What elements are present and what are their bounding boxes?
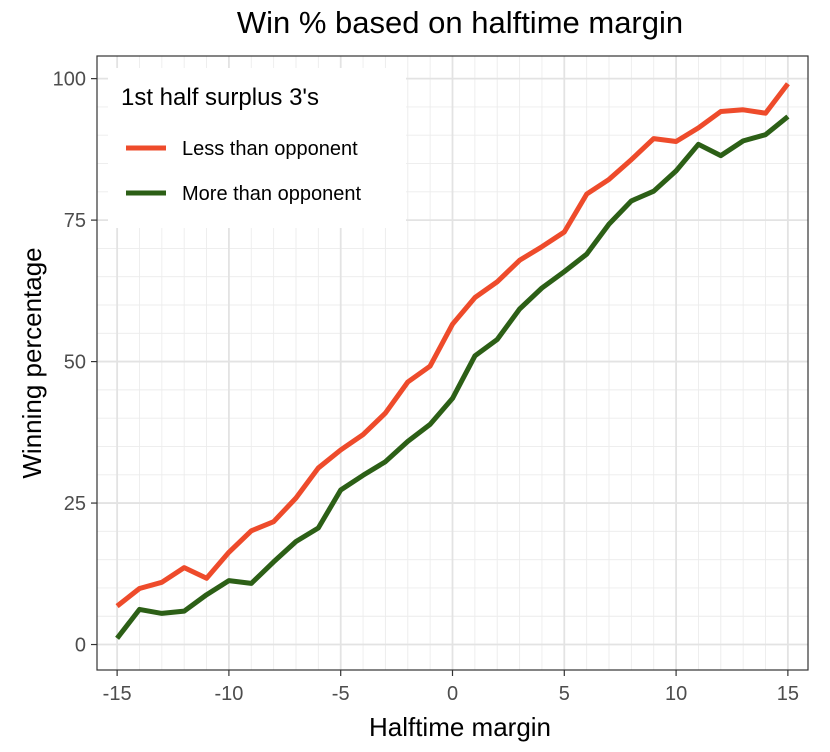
series-line: [115, 82, 790, 609]
legend-label: More than opponent: [182, 183, 361, 205]
y-tick-label: 0: [75, 635, 86, 657]
x-tick-label: 10: [665, 683, 687, 705]
x-tick-label: 0: [447, 683, 458, 705]
y-axis-title: Winning percentage: [17, 247, 47, 478]
y-tick-label: 75: [64, 210, 86, 232]
legend-title: 1st half surplus 3's: [121, 84, 319, 111]
x-tick-label: -5: [332, 683, 350, 705]
x-tick-label: -10: [214, 683, 243, 705]
series-line: [115, 114, 790, 640]
y-tick-label: 25: [64, 493, 86, 515]
chart-title: Win % based on halftime margin: [237, 5, 683, 40]
series-lines: [115, 82, 790, 640]
y-tick-label: 100: [53, 69, 86, 91]
x-axis: -15 -10 -5 0 5 10 15: [103, 670, 799, 705]
x-axis-title: Halftime margin: [369, 712, 551, 742]
y-tick-label: 50: [64, 352, 86, 374]
x-tick-label: 15: [777, 683, 799, 705]
legend-items: Less than opponent More than opponent: [126, 138, 361, 205]
x-tick-label: -15: [103, 683, 132, 705]
legend: 1st half surplus 3's Less than opponent M…: [108, 68, 406, 228]
legend-label: Less than opponent: [182, 138, 358, 160]
y-axis: 0 25 50 75 100: [53, 69, 97, 657]
x-tick-label: 5: [559, 683, 570, 705]
